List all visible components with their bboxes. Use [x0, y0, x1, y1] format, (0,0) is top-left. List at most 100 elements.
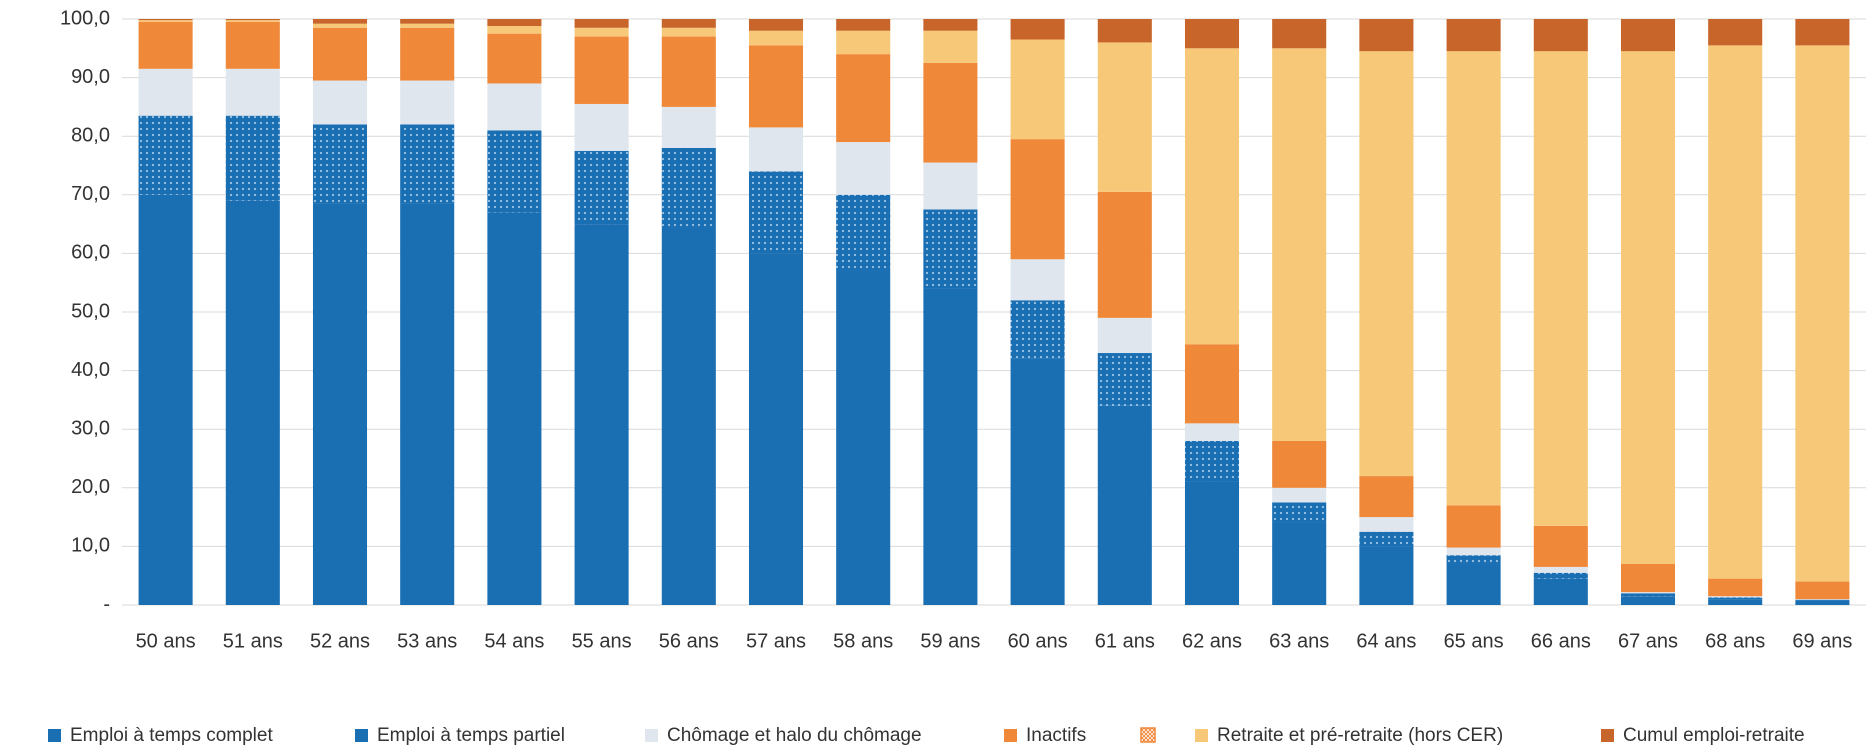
bar-segment [1097, 19, 1152, 43]
bar-segment [923, 209, 978, 289]
bar-segment [923, 288, 978, 605]
bar-segment [487, 83, 542, 131]
bar-segment [661, 19, 716, 28]
bar-segment [1359, 517, 1414, 532]
bar-segment [1097, 42, 1152, 192]
bar-segment [1533, 572, 1588, 579]
bar-segment [923, 30, 978, 63]
x-tick-label: 57 ans [746, 630, 806, 652]
bar-segment [1010, 139, 1065, 260]
bar-segment [487, 26, 542, 34]
bar-segment [1533, 566, 1588, 573]
x-tick-label: 55 ans [572, 630, 632, 652]
bar-segment [225, 20, 280, 22]
bar-segment [1795, 600, 1850, 605]
bar-segment [748, 253, 804, 605]
bar-segment [487, 130, 542, 213]
bar-segment [923, 162, 978, 210]
bar-segment [1184, 19, 1240, 49]
bar-segment [1533, 578, 1588, 605]
bar-segment [138, 21, 193, 69]
bar-segment [1010, 19, 1065, 40]
bar-segment [1272, 487, 1327, 503]
bar-segment [748, 171, 804, 254]
x-tick-label: 69 ans [1792, 630, 1852, 652]
bar-segment [1272, 522, 1327, 605]
bar-segment [1097, 405, 1152, 605]
legend-label: Emploi à temps partiel [377, 725, 565, 746]
bar-segment [1010, 39, 1065, 140]
bar-segment [400, 23, 455, 28]
y-tick-label: 20,0 [71, 476, 110, 498]
bar-segment [1620, 19, 1676, 52]
bar-segment [1359, 546, 1414, 605]
bar-segment [138, 194, 193, 606]
bar-segment [1097, 317, 1152, 354]
bar-segment [225, 68, 280, 116]
x-tick-label: 53 ans [397, 630, 457, 652]
bar-segment [1446, 19, 1501, 52]
bar-segment [400, 203, 455, 605]
bar-segment [923, 19, 978, 31]
bar-segment [1184, 481, 1240, 605]
bar-segment [1533, 19, 1588, 52]
bar-segment [400, 80, 455, 125]
legend-swatch [1601, 729, 1614, 742]
bar-segment [1359, 19, 1414, 52]
bar-segment [574, 27, 629, 37]
y-tick-label: 50,0 [71, 300, 110, 322]
legend-swatch [645, 729, 658, 742]
bar-segment [1010, 300, 1065, 359]
x-tick-label: 61 ans [1095, 630, 1155, 652]
x-tick-label: 58 ans [833, 630, 893, 652]
bar-segment [1708, 599, 1763, 605]
bar-segment [1272, 502, 1327, 523]
bar-segment [1533, 51, 1588, 526]
bar-segment [574, 103, 629, 151]
bar-segment [312, 124, 368, 204]
x-tick-label: 51 ans [223, 630, 283, 652]
bar-segment [225, 21, 280, 69]
bar-segment [1708, 578, 1763, 597]
bar-segment [1620, 51, 1676, 564]
y-tick-label: 70,0 [71, 183, 110, 205]
legend-pattern-icon [1140, 727, 1156, 743]
y-tick-label: 80,0 [71, 124, 110, 146]
bar-segment [574, 150, 629, 225]
bar-segment [1010, 358, 1065, 605]
bar-segment [748, 127, 804, 172]
x-tick-label: 68 ans [1705, 630, 1765, 652]
bar-segment [312, 19, 368, 24]
bar-segment [312, 23, 368, 28]
bar-segment [312, 80, 368, 125]
bar-segment [836, 142, 891, 195]
bar-segment [1359, 51, 1414, 477]
x-tick-label: 56 ans [659, 630, 719, 652]
y-tick-label: 100,0 [60, 7, 110, 29]
bar-segment [1272, 440, 1327, 488]
bar-segment [1795, 581, 1850, 600]
bar-segment [487, 19, 542, 27]
bar-segment [312, 27, 368, 81]
bar-segment [1446, 555, 1501, 564]
bar-segment [138, 115, 193, 195]
bar-segment [1272, 48, 1327, 441]
legend-label: Cumul emploi-retraite [1623, 725, 1805, 746]
bar-segment [1620, 592, 1676, 594]
bar-segment [1446, 51, 1501, 506]
bar-segment [1708, 45, 1763, 579]
bar-segment [923, 62, 978, 163]
bar-segment [1184, 423, 1240, 441]
bar-segment [1446, 547, 1501, 556]
x-tick-label: 60 ans [1008, 630, 1068, 652]
bar-segment [574, 19, 629, 28]
bar-segment [661, 147, 716, 228]
bar-segment [225, 19, 280, 21]
y-tick-label: - [103, 593, 110, 615]
bar-segment [1795, 599, 1850, 601]
x-tick-label: 54 ans [484, 630, 544, 652]
x-tick-label: 66 ans [1531, 630, 1591, 652]
bar-segment [1533, 525, 1588, 567]
bar-segment [138, 19, 193, 21]
